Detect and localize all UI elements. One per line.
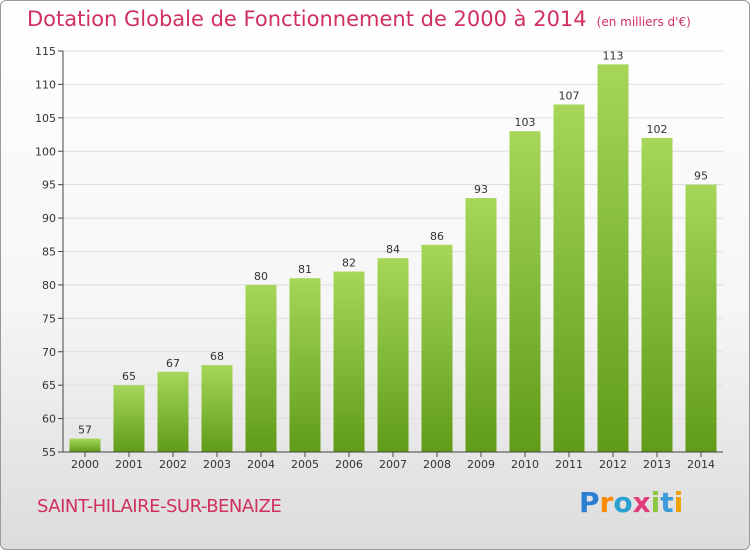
x-tick-label: 2000 — [71, 458, 99, 471]
y-tick-label: 95 — [42, 179, 56, 192]
y-tick-label: 60 — [42, 413, 56, 426]
proxiti-logo[interactable]: Proxiti — [579, 486, 683, 519]
logo-letter: o — [613, 486, 633, 519]
bar-2010 — [509, 131, 541, 452]
x-tick-label: 2011 — [555, 458, 583, 471]
bars: 57 65 67 68 80 81 82 84 86 93 103 107 113 102 95 — [69, 49, 717, 452]
bar-2000 — [69, 438, 101, 452]
bar-2009 — [465, 198, 497, 452]
bar-value-label: 95 — [694, 170, 708, 183]
x-tick-label: 2008 — [423, 458, 451, 471]
y-tick-label: 100 — [35, 145, 56, 158]
y-tick-label: 80 — [42, 279, 56, 292]
y-tick-label: 70 — [42, 346, 56, 359]
logo-letter: i — [650, 486, 661, 519]
bar-2001 — [113, 385, 145, 452]
x-tick-label: 2003 — [203, 458, 231, 471]
x-tick-label: 2009 — [467, 458, 495, 471]
chart-subtitle: (en milliers d'€) — [596, 15, 691, 29]
bar-value-label: 80 — [254, 270, 268, 283]
bar-value-label: 103 — [515, 116, 536, 129]
y-tick-label: 115 — [35, 45, 56, 58]
logo-letter: r — [599, 486, 614, 519]
x-tick-label: 2005 — [291, 458, 319, 471]
x-tick-label: 2006 — [335, 458, 363, 471]
x-tick-label: 2013 — [643, 458, 671, 471]
bar-value-label: 86 — [430, 230, 444, 243]
bar-value-label: 81 — [298, 263, 312, 276]
chart-title-text: Dotation Globale de Fonctionnement de 20… — [27, 7, 587, 31]
logo-letter: t — [660, 486, 674, 519]
y-tick-label: 65 — [42, 379, 56, 392]
bar-value-label: 84 — [386, 243, 400, 256]
bar-2003 — [201, 365, 233, 452]
bar-2013 — [641, 137, 673, 452]
y-tick-label: 105 — [35, 112, 56, 125]
chart-title: Dotation Globale de Fonctionnement de 20… — [27, 7, 691, 31]
x-tick-label: 2014 — [687, 458, 715, 471]
bar-value-label: 68 — [210, 350, 224, 363]
bar-value-label: 102 — [647, 123, 668, 136]
bar-2005 — [289, 278, 321, 452]
logo-letter: P — [579, 486, 600, 519]
y-tick-label: 90 — [42, 212, 56, 225]
bar-2007 — [377, 258, 409, 452]
bar-2008 — [421, 244, 453, 452]
bar-value-label: 65 — [122, 370, 136, 383]
bar-value-label: 93 — [474, 183, 488, 196]
commune-name: SAINT-HILAIRE-SUR-BENAIZE — [37, 496, 282, 517]
y-tick-label: 110 — [35, 78, 56, 91]
bar-2004 — [245, 284, 277, 452]
x-tick-label: 2004 — [247, 458, 275, 471]
bar-value-label: 107 — [559, 89, 580, 102]
y-tick-label: 75 — [42, 312, 56, 325]
x-tick-label: 2010 — [511, 458, 539, 471]
bar-2011 — [553, 104, 585, 452]
logo-letter: x — [632, 486, 651, 519]
bar-2006 — [333, 271, 365, 452]
logo-letter: i — [673, 486, 684, 519]
bar-value-label: 113 — [603, 49, 624, 62]
x-tick-label: 2002 — [159, 458, 187, 471]
x-tick-label: 2012 — [599, 458, 627, 471]
bar-2002 — [157, 371, 189, 452]
bar-value-label: 82 — [342, 257, 356, 270]
bar-2012 — [597, 64, 629, 452]
y-tick-label: 55 — [42, 446, 56, 459]
y-tick-label: 85 — [42, 246, 56, 259]
x-axis: 2000 2001 2002 2003 2004 2005 2006 2007 2008 2009… — [63, 451, 723, 471]
bar-value-label: 57 — [78, 424, 92, 437]
y-axis: 55 60 65 70 75 80 85 90 95 100 105 110 115 — [35, 45, 64, 459]
bar-value-label: 67 — [166, 357, 180, 370]
bar-2014 — [685, 184, 717, 452]
x-tick-label: 2001 — [115, 458, 143, 471]
x-tick-label: 2007 — [379, 458, 407, 471]
